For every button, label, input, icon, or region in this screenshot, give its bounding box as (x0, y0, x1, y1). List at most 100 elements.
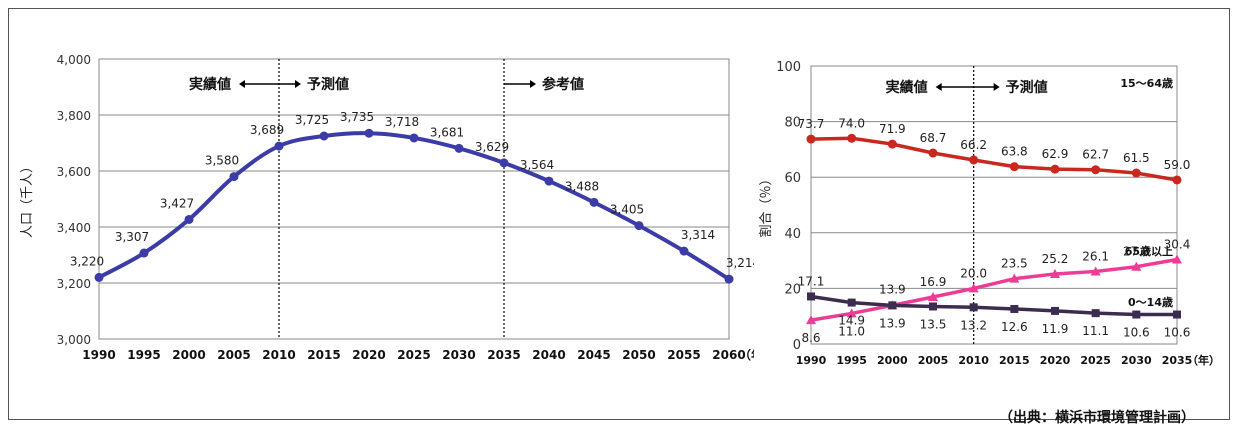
arrow-head (239, 80, 245, 88)
arrow-head (530, 80, 536, 88)
data-label: 63.8 (1001, 145, 1028, 159)
x-tick-label: 2015 (999, 354, 1030, 367)
data-label: 59.0 (1164, 158, 1191, 172)
data-label: 3,725 (295, 113, 329, 127)
data-label: 66.2 (960, 138, 987, 152)
data-label: 11.0 (838, 324, 865, 338)
data-label: 73.7 (798, 117, 825, 131)
population-point (724, 274, 734, 284)
data-label: 62.9 (1042, 147, 1069, 161)
series-point (847, 133, 857, 143)
series-point (1009, 162, 1019, 172)
series-point (807, 292, 815, 301)
x-tick-label: 2020 (1040, 354, 1071, 367)
data-label: 3,427 (160, 196, 194, 210)
x-tick-label: 2020 (352, 348, 385, 362)
x-tick-label: 2040 (532, 348, 565, 362)
y-tick-label: 60 (784, 171, 801, 186)
y-tick-label: 4,000 (57, 53, 91, 67)
series-point (928, 148, 938, 158)
data-label: 13.2 (960, 318, 987, 332)
x-tick-label: 2030 (442, 348, 475, 362)
y-tick-label: 3,000 (57, 333, 91, 347)
population-point (679, 246, 689, 256)
x-tick-label: 2045 (577, 348, 610, 362)
data-label: 23.5 (1001, 257, 1028, 271)
data-label: 3,564 (520, 158, 554, 172)
series-point (806, 315, 816, 325)
population-point (634, 221, 644, 231)
data-label: 3,629 (475, 140, 509, 154)
population-chart: 3,000 3,200 3,400 3,600 3,800 4,000 人口（千人） 1990… (20, 53, 754, 362)
series-point (846, 308, 857, 318)
annotation-actual: 実績値 (189, 76, 231, 93)
population-point (184, 214, 194, 224)
data-label: 3,735 (340, 110, 374, 124)
annotation-reference: 参考値 (542, 76, 584, 93)
series-line (810, 294, 1177, 317)
series-point (1091, 309, 1100, 318)
data-label: 26.1 (1082, 249, 1109, 263)
data-label: 10.6 (1164, 326, 1191, 340)
data-label: 11.1 (1082, 324, 1109, 338)
x-tick-label: 2055 (667, 348, 700, 362)
data-label: 12.6 (1001, 320, 1028, 334)
data-label: 3,718 (385, 115, 419, 129)
series-point (968, 283, 979, 293)
series-point (969, 155, 979, 165)
data-label: 74.0 (838, 116, 865, 130)
x-tick-label: 2015 (307, 348, 340, 362)
y-tick-label: 3,800 (57, 109, 91, 123)
x-tick-label: 2035 (487, 348, 520, 362)
series-point (928, 292, 938, 302)
data-label: 30.4 (1164, 237, 1191, 251)
annotation-forecast: 予測値 (307, 76, 349, 93)
data-label: 3,307 (115, 230, 149, 244)
x-tick-label: 2005 (217, 348, 250, 362)
series-point (969, 303, 978, 312)
y-tick-label: 3,600 (57, 165, 91, 179)
population-point (544, 176, 554, 186)
y-axis-title: 割合（％） (758, 172, 774, 237)
x-tick-label: 2025 (1080, 354, 1111, 367)
x-tick-label: 2035 (1162, 354, 1193, 367)
data-label: 3,214 (726, 256, 754, 270)
series-label: 0～14歳 (1128, 295, 1173, 309)
series-point (1090, 266, 1101, 276)
series-point (1172, 254, 1182, 264)
series-label: 65歳以上 (1125, 244, 1173, 258)
x-axis-unit: （年） (739, 347, 754, 362)
x-tick-label: 2000 (877, 354, 908, 367)
population-point (409, 133, 419, 143)
figure-frame: 3,000 3,200 3,400 3,600 3,800 4,000 人口（千人） 1990… (8, 8, 1230, 426)
x-tick-label: 1990 (796, 354, 827, 367)
data-label: 3,405 (610, 203, 644, 217)
annotation-actual: 実績値 (886, 79, 928, 96)
series-label: 15～64歳 (1120, 76, 1173, 90)
y-axis-title: 人口（千人） (20, 160, 35, 238)
population-point (319, 131, 329, 141)
data-label: 3,689 (250, 123, 284, 137)
data-label: 14.9 (838, 314, 865, 328)
data-label: 13.9 (879, 316, 906, 330)
population-point (274, 141, 284, 151)
x-tick-label: 1995 (127, 348, 160, 362)
x-tick-label: 1995 (836, 354, 867, 367)
data-label: 3,314 (681, 228, 715, 242)
y-tick-label: 40 (784, 227, 801, 242)
population-point (364, 128, 374, 138)
population-point (229, 172, 239, 182)
series-line (810, 136, 1178, 182)
data-label: 3,220 (70, 254, 104, 268)
age-ratio-chart: 0 20 40 60 80 100 割合（％） 1990 1995 2000 2005 2010 201… (758, 60, 1220, 367)
series-line (810, 257, 1178, 322)
y-tick-label: 3,200 (57, 277, 91, 291)
x-tick-label: 2060 (712, 348, 745, 362)
data-label: 8.6 (801, 331, 820, 345)
x-tick-label: 1990 (82, 348, 115, 362)
arrow-head (295, 80, 301, 88)
data-label: 3,488 (565, 179, 599, 193)
x-tick-label: 2030 (1121, 354, 1152, 367)
series-point (1050, 164, 1060, 174)
data-label: 13.9 (879, 282, 906, 296)
